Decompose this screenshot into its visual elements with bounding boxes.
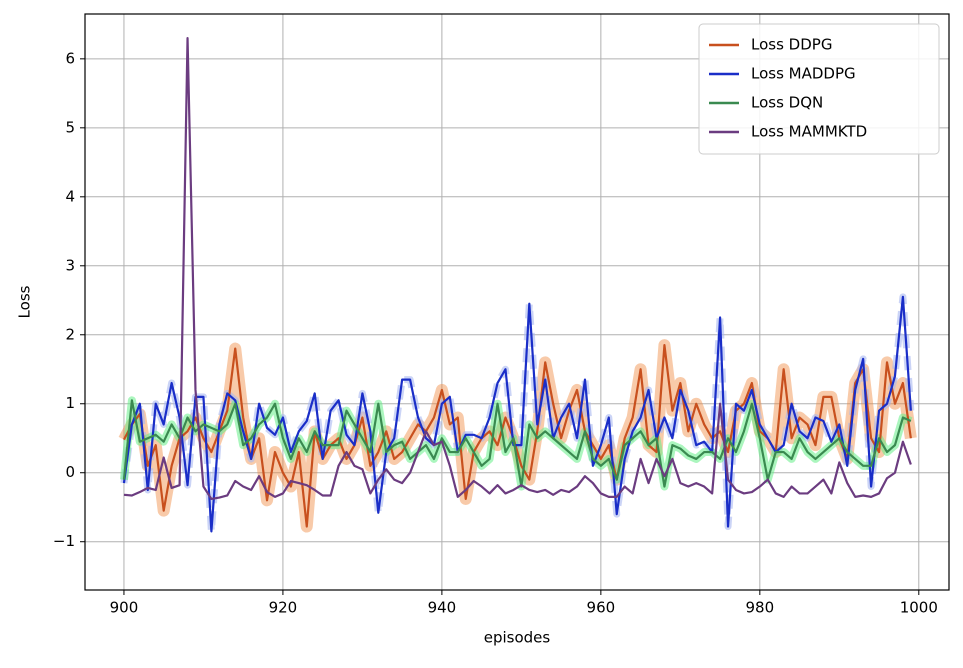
y-tick-label: 0 (65, 463, 75, 481)
y-tick-label: 6 (65, 49, 75, 67)
y-axis-label: Loss (16, 285, 34, 318)
y-tick-label: 3 (65, 256, 75, 274)
x-tick-label: 960 (587, 599, 616, 617)
line (123, 37, 912, 501)
plot-area (85, 14, 949, 590)
y-tick-label: 5 (65, 118, 75, 136)
legend-label: Loss DDPG (751, 36, 832, 54)
x-tick-label: 980 (746, 599, 775, 617)
axes-frame (84, 13, 950, 591)
x-tick-label: 920 (269, 599, 298, 617)
y-tick-label: 1 (65, 394, 75, 412)
line (122, 399, 912, 488)
y-tick-label: −1 (53, 532, 75, 550)
x-axis-label: episodes (484, 629, 551, 647)
x-tick-label: 900 (110, 599, 139, 617)
y-tick-label: 4 (65, 187, 75, 205)
y-tick-label: 2 (65, 325, 75, 343)
legend-label: Loss MADDPG (751, 65, 856, 83)
x-tick-label: 1000 (900, 599, 938, 617)
line (122, 344, 912, 528)
legend-label: Loss MAMMKTD (751, 123, 867, 141)
legend-label: Loss DQN (751, 94, 823, 112)
x-tick-label: 940 (428, 599, 457, 617)
legend-box (698, 23, 940, 155)
